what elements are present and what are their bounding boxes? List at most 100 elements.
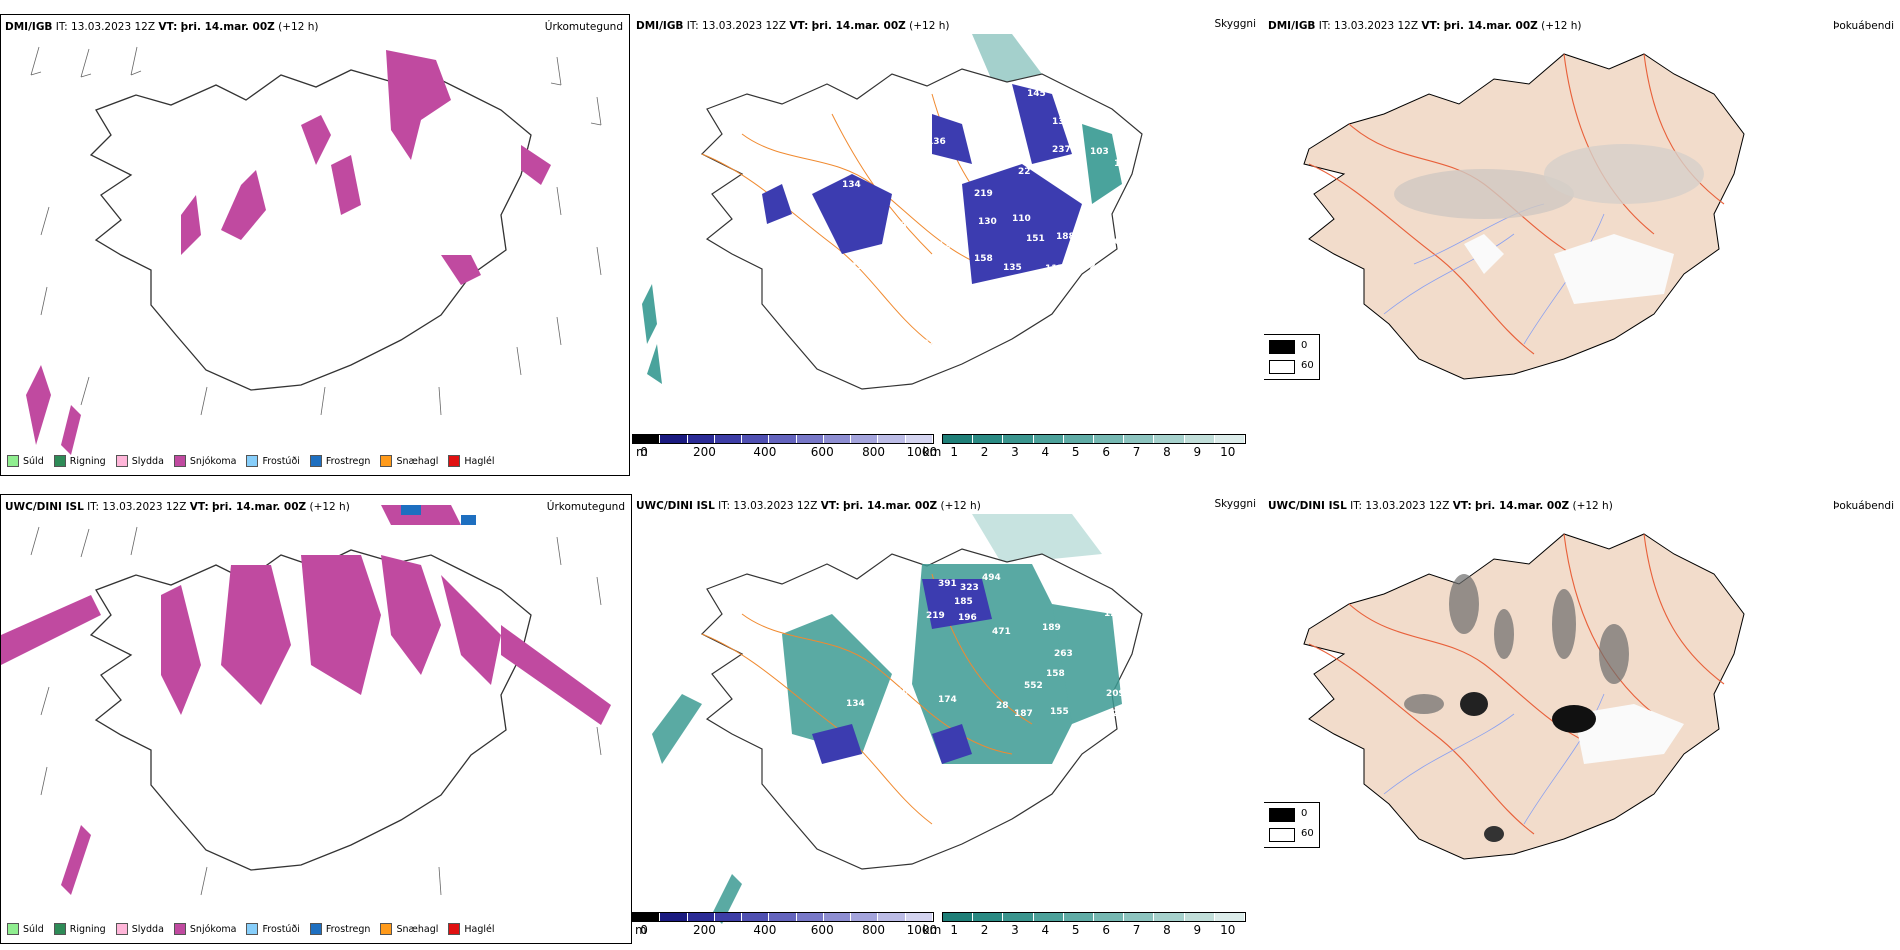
cloud-base-labels: 391 323 494 185 219 196 471 189 126 27 2… [846, 573, 1155, 719]
panel-title: DMI/IGB IT: 13.03.2023 12Z VT: þri. 14.m… [1268, 20, 1582, 32]
fog-legend: 0 60 [1264, 802, 1320, 848]
map-label: 96 [980, 167, 993, 177]
panel-type-label: Þokuábendi [1833, 500, 1894, 512]
visibility-panel-row1: DMI/IGB IT: 13.03.2023 12Z VT: þri. 14.m… [632, 14, 1262, 476]
map-label: 126 [1104, 609, 1123, 619]
map-label: 189 [1042, 623, 1061, 633]
legend-item: Frostúði [246, 455, 300, 467]
map-label: 275 [928, 339, 947, 349]
map-label: 102 [1077, 262, 1096, 272]
panel-title: DMI/IGB IT: 13.03.2023 12Z VT: þri. 14.m… [5, 21, 319, 33]
wind-barbs [30, 46, 602, 416]
map-label: 158 [974, 254, 993, 264]
fog-index-panel-row2: UWC/DINI ISL IT: 13.03.2023 12Z VT: þri.… [1264, 494, 1900, 950]
precip-map [1, 505, 611, 896]
precip-legend: Súld Rigning Slydda Snjókoma Frostúði Fr… [7, 455, 495, 467]
visibility-colorbar: km 1 2 3 4 5 6 7 8 9 10 [923, 912, 1246, 937]
map-label: 151 [1026, 234, 1045, 244]
panel-type-label: Þokuábendi [1833, 20, 1894, 32]
visibility-map: 391 323 494 185 219 196 471 189 126 27 2… [652, 514, 1155, 924]
map-label: 145 [1027, 89, 1046, 99]
precip-map [26, 46, 602, 455]
visibility-colorbar: km 1 2 3 4 5 6 7 8 9 10 [923, 434, 1246, 459]
legend-item: Rigning [53, 455, 106, 467]
map-label: 164 [908, 147, 927, 157]
iceland-outline [1303, 533, 1745, 860]
map-label: 237 [1052, 145, 1071, 155]
fog-index-panel-row1: DMI/IGB IT: 13.03.2023 12Z VT: þri. 14.m… [1264, 14, 1900, 476]
map-label: 134 [846, 699, 865, 709]
legend-item: Snjókoma [173, 455, 236, 467]
map-label: 471 [992, 627, 1011, 637]
panel-title: DMI/IGB IT: 13.03.2023 12Z VT: þri. 14.m… [636, 20, 950, 32]
map-label: 158 [1046, 669, 1065, 679]
map-label: 135 [1003, 263, 1022, 273]
height-colorbar: m 0 200 400 600 800 1000 [632, 912, 937, 937]
panel-title: UWC/DINI ISL IT: 13.03.2023 12Z VT: þri.… [636, 500, 981, 512]
map-label: 128 [938, 241, 957, 251]
map-label: 323 [960, 583, 979, 593]
panel-type-label: Skyggni [1214, 18, 1257, 30]
panel-type-label: Skyggni [1214, 498, 1257, 510]
visibility-panel-row2: UWC/DINI ISL IT: 13.03.2023 12Z VT: þri.… [632, 494, 1262, 950]
map-label: 134 [842, 180, 861, 190]
legend-item: Snjókoma [173, 923, 236, 935]
legend-item: Frostregn [309, 923, 370, 935]
map-label: 219 [926, 611, 945, 621]
map-label: 155 [926, 169, 945, 179]
map-label: 145 [792, 232, 811, 242]
map-label: 167 [1070, 111, 1089, 121]
map-label: 103 [1090, 147, 1109, 157]
map-label: 113 [1045, 264, 1064, 274]
map-label: 160 [1102, 237, 1121, 247]
map-label: 391 [938, 579, 957, 589]
map-label: 552 [1024, 681, 1043, 691]
map-label: 28 [996, 701, 1009, 711]
legend-item: Frostregn [309, 455, 370, 467]
fog-map [1303, 533, 1745, 860]
fog-map [1303, 53, 1745, 380]
map-label: 27 [1142, 613, 1155, 623]
precip-type-panel-row2: UWC/DINI ISL IT: 13.03.2023 12Z VT: þri.… [0, 494, 632, 944]
map-label: 243 [910, 339, 929, 349]
panel-title: UWC/DINI ISL IT: 13.03.2023 12Z VT: þri.… [1268, 500, 1613, 512]
map-label: 297 [1054, 178, 1073, 188]
legend-item: Haglél [448, 923, 495, 935]
legend-item: Súld [7, 455, 44, 467]
map-label: 130 [978, 217, 997, 227]
map-label: 196 [958, 613, 977, 623]
map-label: 125 [844, 262, 863, 272]
map-label: 187 [1014, 709, 1033, 719]
map-label: 130 [888, 247, 907, 257]
iceland-outline [89, 549, 532, 871]
panel-type-label: Úrkomutegund [544, 21, 623, 33]
height-colorbar: m 0 200 400 600 800 1000 [632, 434, 937, 459]
iceland-outline [1303, 53, 1745, 380]
map-label: 136 [1052, 117, 1071, 127]
map-label: 22 [1018, 167, 1031, 177]
legend-item: Súld [7, 923, 44, 935]
map-label: 22 [870, 247, 883, 257]
legend-item: Slydda [115, 455, 164, 467]
map-label: 110 [1012, 214, 1031, 224]
iceland-outline [89, 69, 532, 391]
map-label: 174 [938, 695, 957, 705]
panel-type-label: Úrkomutegund [546, 501, 625, 513]
map-label: 185 [954, 597, 973, 607]
map-label: 115 [1114, 159, 1133, 169]
map-label: 173 [888, 221, 907, 231]
legend-item: Snæhagl [380, 923, 438, 935]
map-label: 234 [1052, 160, 1071, 170]
map-label: 263 [1054, 649, 1073, 659]
panel-title: UWC/DINI ISL IT: 13.03.2023 12Z VT: þri.… [5, 501, 350, 513]
map-label: 210 [890, 687, 909, 697]
cloud-base-labels: 145 136 167 164 136 237 103 115 134 96 2… [792, 89, 1133, 349]
map-label: 494 [982, 573, 1001, 583]
map-label: 131 [1087, 235, 1106, 245]
legend-item: Frostúði [246, 923, 300, 935]
map-label: 226 [1112, 709, 1131, 719]
map-label: 155 [1050, 707, 1069, 717]
legend-item: Rigning [53, 923, 106, 935]
precip-type-panel-row1: DMI/IGB IT: 13.03.2023 12Z VT: þri. 14.m… [0, 14, 630, 476]
legend-item: Slydda [115, 923, 164, 935]
